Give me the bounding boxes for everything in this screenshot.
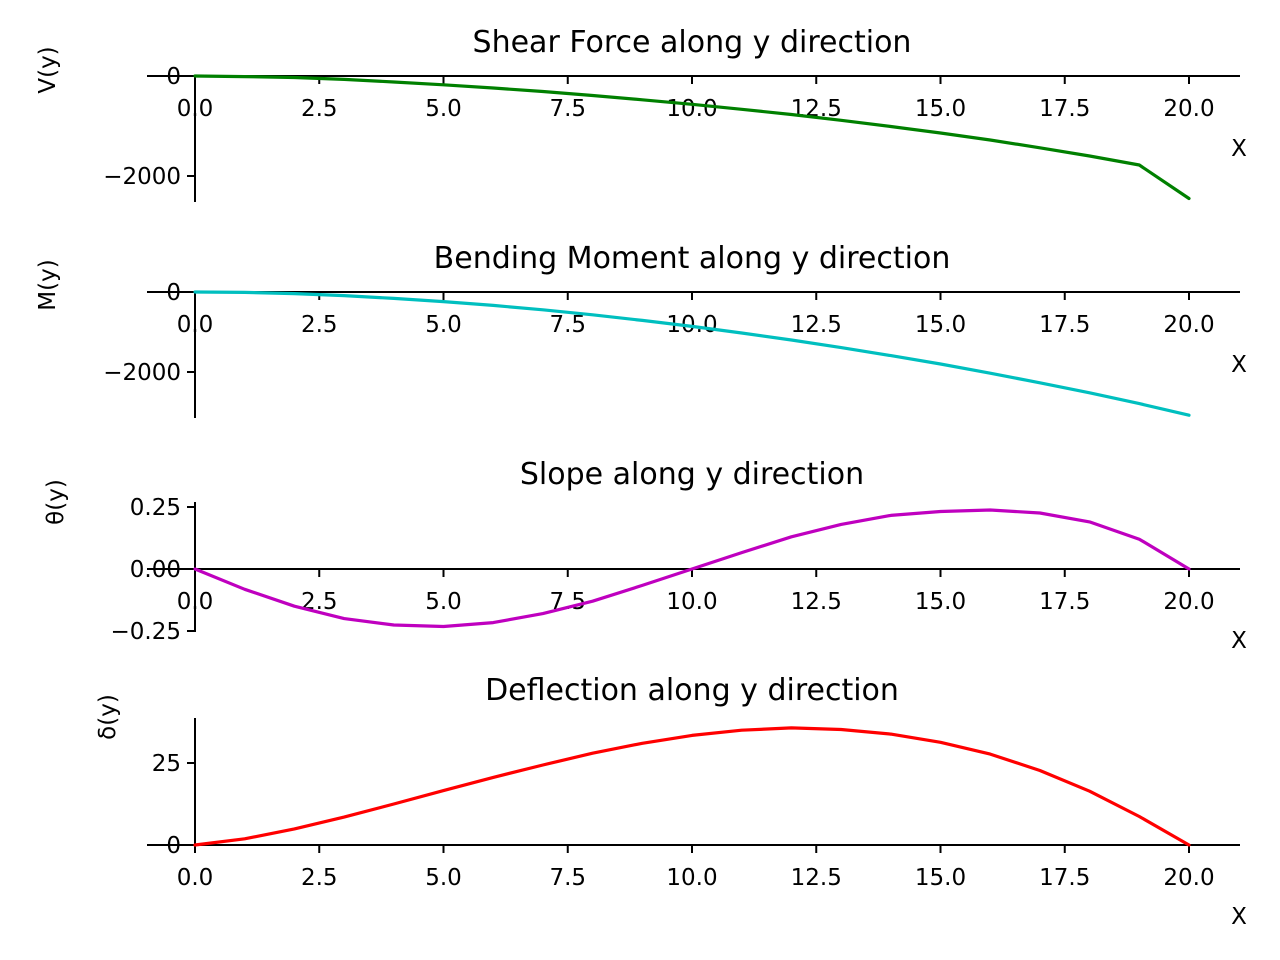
- panel-2-x-tick-label: 12.5: [791, 312, 842, 338]
- panel-4-y-axis-label: δ(y): [95, 694, 121, 740]
- panel-2-x-tick-label: 20.0: [1163, 312, 1214, 338]
- panel-3-series-line: [193, 508, 1191, 629]
- panel-4-x-axis-label: X: [1231, 904, 1247, 930]
- panel-3-x-tick-label: 10.0: [666, 589, 717, 615]
- panel-2-x-tick-label: 7.5: [549, 312, 586, 338]
- panel-1-x-tick-label: 17.5: [1039, 96, 1090, 122]
- panel-1-y-axis-label: V(y): [35, 46, 61, 93]
- panel-1-series-line: [193, 74, 1191, 201]
- panel-2-x-tick-label: 2.5: [301, 312, 338, 338]
- panel-2-y-tick-label: 0: [166, 280, 181, 306]
- panel-2-x-tick-label: 5.0: [425, 312, 462, 338]
- panel-1-x-tick-label: 5.0: [425, 96, 462, 122]
- panel-4-x-tick-label: 0.0: [177, 865, 214, 891]
- panel-1-x-tick-label: 7.5: [549, 96, 586, 122]
- panel-3-y-tick-label: 0.00: [130, 557, 181, 583]
- panel-3-y-axis-label: θ(y): [43, 479, 69, 525]
- panel-3-x-tick-label: 17.5: [1039, 589, 1090, 615]
- panel-3-x-tick-label: 20.0: [1163, 589, 1214, 615]
- panel-1-x-tick-label: 20.0: [1163, 96, 1214, 122]
- panel-4-x-tick-label: 5.0: [425, 865, 462, 891]
- panel-3-x-tick-label: 0.0: [177, 589, 214, 615]
- panel-1-y-tick-label: −2000: [103, 164, 181, 190]
- panel-1-x-tick-label: 15.0: [915, 96, 966, 122]
- panel-1-x-tick-label: 10.0: [666, 96, 717, 122]
- panel-1-x-axis-label: X: [1231, 136, 1247, 162]
- panel-4-x-tick-label: 12.5: [791, 865, 842, 891]
- panel-2-title: Bending Moment along y direction: [434, 241, 951, 276]
- panel-4-x-tick-label: 2.5: [301, 865, 338, 891]
- panel-3-y-tick-label: −0.25: [111, 619, 181, 645]
- panel-2-x-tick-label: 17.5: [1039, 312, 1090, 338]
- panel-4-y-tick-label: 0: [166, 833, 181, 859]
- panel-3-x-tick-label: 12.5: [791, 589, 842, 615]
- panel-4-x-tick-label: 15.0: [915, 865, 966, 891]
- panel-2-y-axis-label: M(y): [35, 259, 61, 310]
- panel-1-y-tick-label: 0: [166, 64, 181, 90]
- panel-2-x-axis-label: X: [1231, 352, 1247, 378]
- panel-3-title: Slope along y direction: [520, 457, 864, 492]
- panel-4-x-tick-label: 7.5: [549, 865, 586, 891]
- panel-4-x-tick-label: 17.5: [1039, 865, 1090, 891]
- panel-4-x-tick-label: 10.0: [666, 865, 717, 891]
- panel-4-series-line: [193, 726, 1191, 847]
- panel-3-x-tick-label: 5.0: [425, 589, 462, 615]
- panel-4-title: Deflection along y direction: [485, 673, 899, 708]
- panel-3-x-axis-label: X: [1231, 628, 1247, 654]
- panel-4-x-tick-label: 20.0: [1163, 865, 1214, 891]
- panel-3-y-tick-label: 0.25: [130, 495, 181, 521]
- panel-1-x-tick-label: 0.0: [177, 96, 214, 122]
- panel-3-x-tick-label: 15.0: [915, 589, 966, 615]
- panel-2-x-tick-label: 0.0: [177, 312, 214, 338]
- panel-4-y-tick-label: 25: [152, 751, 181, 777]
- panel-2-y-tick-label: −2000: [103, 360, 181, 386]
- panel-2-x-tick-label: 15.0: [915, 312, 966, 338]
- panel-2-series-line: [193, 290, 1191, 417]
- panel-1-title: Shear Force along y direction: [473, 25, 912, 60]
- panel-1-x-tick-label: 2.5: [301, 96, 338, 122]
